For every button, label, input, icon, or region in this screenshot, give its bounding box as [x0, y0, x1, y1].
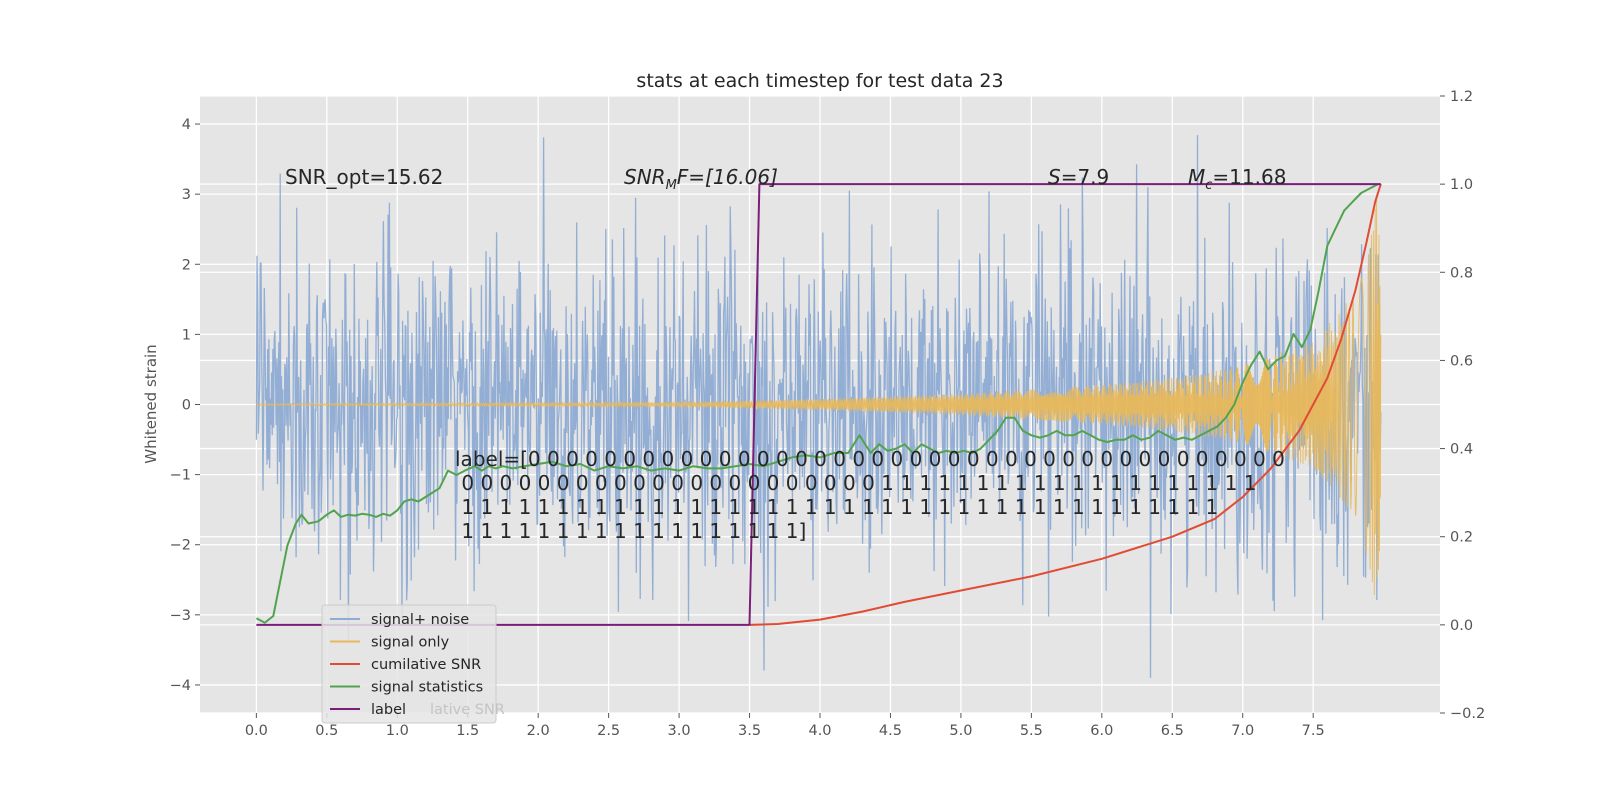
x-tick-label: 4.0 [808, 723, 831, 739]
y-axis-label: Whitened strain [142, 344, 160, 463]
x-tick-label: 5.0 [949, 723, 972, 739]
legend-entry: signal only [330, 635, 450, 651]
legend: signal+ noise signal only cumilative SNR si… [321, 604, 505, 724]
x-tick-label: 7.0 [1231, 723, 1254, 739]
y2-tick-label: −0.2 [1450, 706, 1485, 722]
x-tick-label: 1.0 [386, 723, 409, 739]
snr-mf-var: SNR [624, 165, 666, 189]
y2-tick-label: 0.0 [1450, 618, 1473, 634]
y2-tick-labels: −0.2 0.0 0.2 0.4 0.6 0.8 1.0 1.2 [1440, 89, 1485, 722]
x-tick-label: 0.0 [245, 723, 268, 739]
y-tick-label: 3 [182, 187, 191, 203]
legend-overlap-text: lative SNR [430, 702, 505, 718]
label-line-3: 1 1 1 1 1 1 1 1 1 1 1 1 1 1 1 1 1 1 1 1 … [455, 495, 1218, 519]
annotation-s: S=7.9 [1048, 165, 1109, 189]
y-tick-label: −3 [170, 608, 191, 624]
s-rest: =7.9 [1061, 165, 1110, 189]
series-layer [255, 135, 1382, 678]
legend-entry: signal+ noise [330, 612, 469, 628]
x-tick-label: 4.5 [879, 723, 902, 739]
y2-tick-label: 1.2 [1450, 89, 1473, 105]
snr-mf-sub: M [666, 178, 677, 193]
annotation-mc: Mc=11.68 [1188, 165, 1286, 193]
y2-tick-label: 0.6 [1450, 353, 1473, 369]
y2-tick-label: 0.4 [1450, 442, 1473, 458]
annotation-snr-opt: SNR_opt=15.62 [285, 165, 443, 189]
x-tick-label: 6.0 [1090, 723, 1113, 739]
label-line-1: label=[0 0 0 0 0 0 0 0 0 0 0 0 0 0 0 0 0… [455, 447, 1285, 471]
series-line-cumilative-snr [749, 183, 1382, 626]
series-line-signal-statistics [255, 183, 1379, 624]
mc-sub: c [1205, 178, 1212, 193]
y2-tick-label: 1.0 [1450, 177, 1473, 193]
y-tick-label: −2 [170, 538, 191, 554]
x-tick-label: 3.5 [738, 723, 761, 739]
legend-label: signal+ noise [371, 612, 469, 628]
series-line-label [256, 183, 1381, 626]
x-tick-label: 2.0 [527, 723, 550, 739]
x-tick-label: 5.5 [1020, 723, 1043, 739]
x-tick-labels: 0.0 0.5 1.0 1.5 2.0 2.5 3.0 3.5 4.0 4.5 5.0 5.5 6.0 6… [245, 713, 1325, 739]
legend-entry: signal statistics [330, 680, 483, 696]
legend-entry: cumilative SNR [330, 657, 481, 673]
x-tick-label: 0.5 [315, 723, 338, 739]
y-tick-label: −4 [170, 678, 191, 694]
mc-rest: =11.68 [1212, 165, 1286, 189]
annotation-snr-mf: SNRMF=[16.06] [624, 165, 778, 193]
legend-label: signal statistics [371, 680, 483, 696]
y-tick-label: 1 [182, 327, 191, 343]
y-tick-label: 4 [182, 117, 191, 133]
y2-tick-label: 0.8 [1450, 265, 1473, 281]
legend-label: cumilative SNR [371, 657, 481, 673]
y-tick-label: 0 [182, 398, 191, 414]
x-tick-label: 1.5 [456, 723, 479, 739]
y-tick-labels: −4 −3 −2 −1 0 1 2 3 4 [170, 117, 200, 694]
legend-label: signal only [371, 635, 450, 651]
snr-mf-rest: F=[16.06] [677, 165, 778, 189]
mc-var: M [1188, 165, 1205, 189]
series-line-signal-noise [255, 135, 1382, 678]
x-tick-label: 2.5 [597, 723, 620, 739]
label-annotation: label=[0 0 0 0 0 0 0 0 0 0 0 0 0 0 0 0 0… [455, 447, 1285, 543]
x-tick-label: 3.0 [668, 723, 691, 739]
x-tick-label: 7.5 [1302, 723, 1325, 739]
series-line-signal-only [255, 195, 1382, 596]
label-line-2: 0 0 0 0 0 0 0 0 0 0 0 0 0 0 0 0 0 0 0 0 … [455, 471, 1256, 495]
legend-entries: signal+ noise signal only cumilative SNR si… [330, 612, 483, 718]
y-tick-label: −1 [170, 468, 191, 484]
legend-label: label [371, 702, 406, 718]
legend-entry: label [330, 702, 406, 718]
label-line-4: 1 1 1 1 1 1 1 1 1 1 1 1 1 1 1 1 1 1] [455, 519, 806, 543]
legend-box [321, 604, 497, 724]
s-var: S [1048, 165, 1061, 189]
chart-title: stats at each timestep for test data 23 [636, 70, 1003, 92]
x-tick-label: 6.5 [1161, 723, 1184, 739]
y-tick-label: 2 [182, 257, 191, 273]
y2-tick-label: 0.2 [1450, 530, 1473, 546]
